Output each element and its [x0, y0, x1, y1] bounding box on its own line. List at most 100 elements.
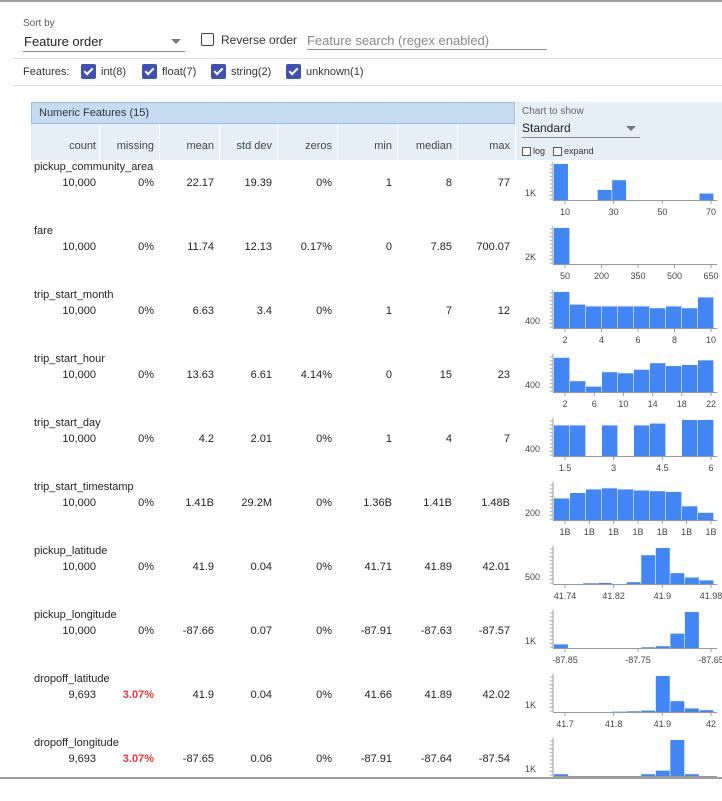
chart-to-show-label: Chart to show — [522, 106, 584, 117]
feature-toggle-label: float(7) — [162, 66, 196, 78]
histogram-bar — [699, 710, 713, 712]
log-label: log — [533, 146, 545, 156]
check-icon[interactable] — [81, 64, 96, 79]
histogram-bar — [598, 190, 612, 200]
feature-missing-value: 3.07% — [99, 689, 154, 701]
histogram-bar — [598, 583, 612, 584]
histogram-bar — [682, 506, 697, 520]
x-tick-label: 1B — [705, 527, 716, 537]
feature-zeros-value: 0.17% — [277, 241, 332, 253]
histogram-bar — [554, 644, 568, 648]
histogram-bar — [634, 425, 649, 456]
x-tick-label: 22 — [706, 399, 716, 409]
histogram-bar — [586, 387, 601, 392]
sort-order-select[interactable]: Feature order — [23, 33, 185, 52]
feature-missing-value: 3.07% — [99, 753, 154, 765]
feature-zeros-value: 0% — [277, 497, 332, 509]
column-header-count[interactable]: count — [31, 140, 96, 152]
feature-zeros-value: 0% — [277, 689, 332, 701]
feature-mean-value: 11.74 — [159, 241, 214, 253]
divider — [12, 85, 722, 86]
expand-checkbox[interactable] — [553, 147, 562, 156]
feature-min-value: 41.71 — [337, 561, 392, 573]
feature-missing-value: 0% — [99, 433, 154, 445]
feature-max-value: -87.54 — [457, 753, 510, 765]
histogram-bar — [699, 194, 713, 200]
column-headers: count missing mean std dev zeros min med… — [31, 124, 515, 160]
histogram-bar — [554, 425, 569, 456]
feature-count-value: 10,000 — [31, 561, 96, 573]
check-icon[interactable] — [211, 64, 226, 79]
chart-type-select[interactable]: Standard — [522, 120, 640, 138]
x-tick-label: 650 — [703, 271, 718, 281]
feature-name: trip_start_hour — [34, 353, 105, 365]
check-icon[interactable] — [142, 64, 157, 79]
histogram-bar — [699, 580, 713, 584]
column-header-median[interactable]: median — [397, 140, 452, 152]
feature-toggle-label: unknown(1) — [306, 66, 363, 78]
x-tick-label: 10 — [706, 335, 716, 345]
feature-std-value: 19.39 — [219, 177, 272, 189]
histogram-bar — [641, 555, 655, 584]
histogram-bar — [698, 420, 713, 456]
feature-mean-value: 41.9 — [159, 689, 214, 701]
y-axis-label: 400 — [525, 380, 540, 390]
feature-count-value: 10,000 — [31, 433, 96, 445]
feature-name: fare — [34, 225, 53, 237]
x-tick-label: 70 — [706, 207, 716, 217]
reverse-order-checkbox[interactable] — [201, 33, 214, 46]
column-header-max[interactable]: max — [457, 140, 510, 152]
column-header-std-dev[interactable]: std dev — [219, 140, 272, 152]
y-axis-label: 2K — [525, 252, 536, 262]
feature-count-value: 10,000 — [31, 177, 96, 189]
histogram-bar — [618, 489, 633, 520]
column-header-zeros[interactable]: zeros — [277, 140, 332, 152]
histogram-bar — [685, 774, 699, 776]
histogram-chart: 1K-87.85-87.75-87.65 — [516, 609, 722, 673]
feature-std-value: 29.2M — [219, 497, 272, 509]
feature-missing-value: 0% — [99, 177, 154, 189]
histogram-bar — [698, 297, 713, 328]
histogram-bar — [670, 740, 684, 776]
check-icon[interactable] — [286, 64, 301, 79]
feature-max-value: 42.02 — [457, 689, 510, 701]
column-header-missing[interactable]: missing — [99, 140, 154, 152]
histogram-bar — [634, 490, 649, 520]
feature-max-value: 7 — [457, 433, 510, 445]
feature-mean-value: 1.41B — [159, 497, 214, 509]
x-tick-label: 1B — [608, 527, 619, 537]
x-tick-label: 8 — [672, 335, 677, 345]
feature-search-input[interactable]: Feature search (regex enabled) — [307, 33, 547, 50]
histogram-bar — [641, 711, 655, 712]
histogram-bar — [650, 363, 665, 392]
numeric-features-title: Numeric Features (15) — [39, 107, 149, 119]
x-tick-label: 41.82 — [602, 591, 625, 601]
histogram-bar — [570, 305, 585, 328]
feature-max-value: -87.57 — [457, 625, 510, 637]
log-checkbox[interactable] — [522, 147, 531, 156]
column-header-mean[interactable]: mean — [159, 140, 214, 152]
feature-count-value: 10,000 — [31, 241, 96, 253]
feature-zeros-value: 0% — [277, 753, 332, 765]
feature-missing-value: 0% — [99, 497, 154, 509]
histogram-bar — [554, 164, 568, 200]
feature-name: pickup_longitude — [34, 609, 117, 621]
histogram-bar — [698, 360, 713, 392]
x-tick-label: 41.8 — [605, 719, 623, 729]
column-header-min[interactable]: min — [337, 140, 392, 152]
feature-missing-value: 0% — [99, 369, 154, 381]
x-tick-label: 4 — [599, 335, 604, 345]
histogram-bar — [618, 306, 633, 328]
feature-median-value: 7 — [397, 305, 452, 317]
